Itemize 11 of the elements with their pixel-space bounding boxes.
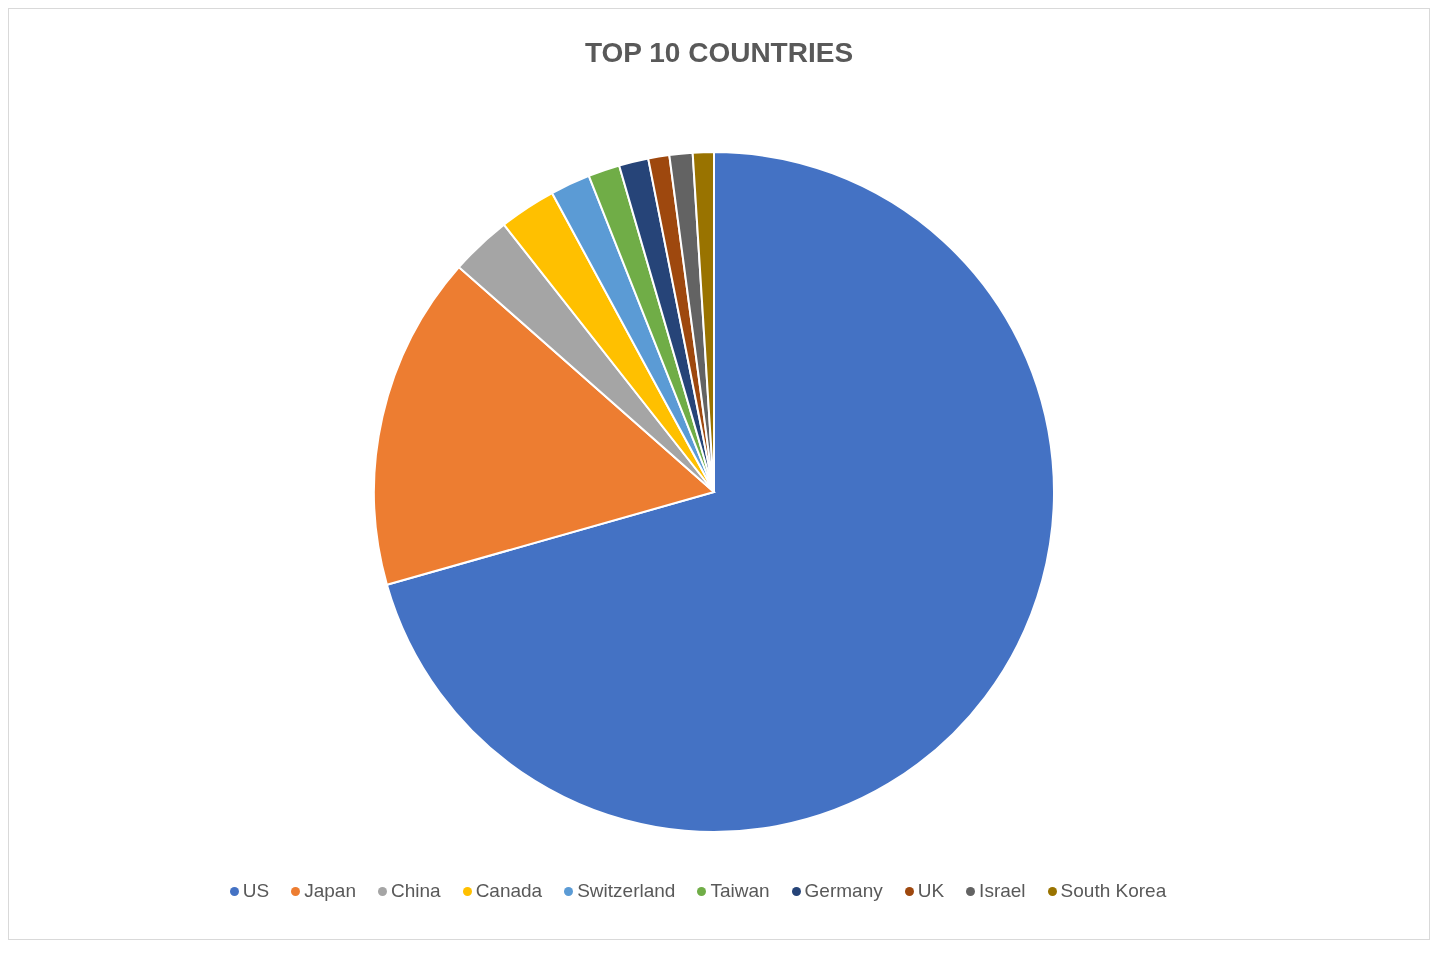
legend-label: Canada bbox=[475, 880, 543, 901]
chart-title: TOP 10 COUNTRIES bbox=[583, 36, 855, 70]
legend-label: Israel bbox=[979, 880, 1026, 901]
legend-label: Germany bbox=[804, 880, 883, 901]
legend-label: Switzerland bbox=[577, 880, 676, 901]
legend-label: Taiwan bbox=[710, 880, 770, 901]
legend-label: China bbox=[390, 880, 441, 901]
legend-label: Japan bbox=[304, 880, 356, 901]
legend-label: South Korea bbox=[1060, 880, 1167, 901]
legend-label: UK bbox=[917, 880, 945, 901]
legend-label: US bbox=[242, 880, 270, 901]
